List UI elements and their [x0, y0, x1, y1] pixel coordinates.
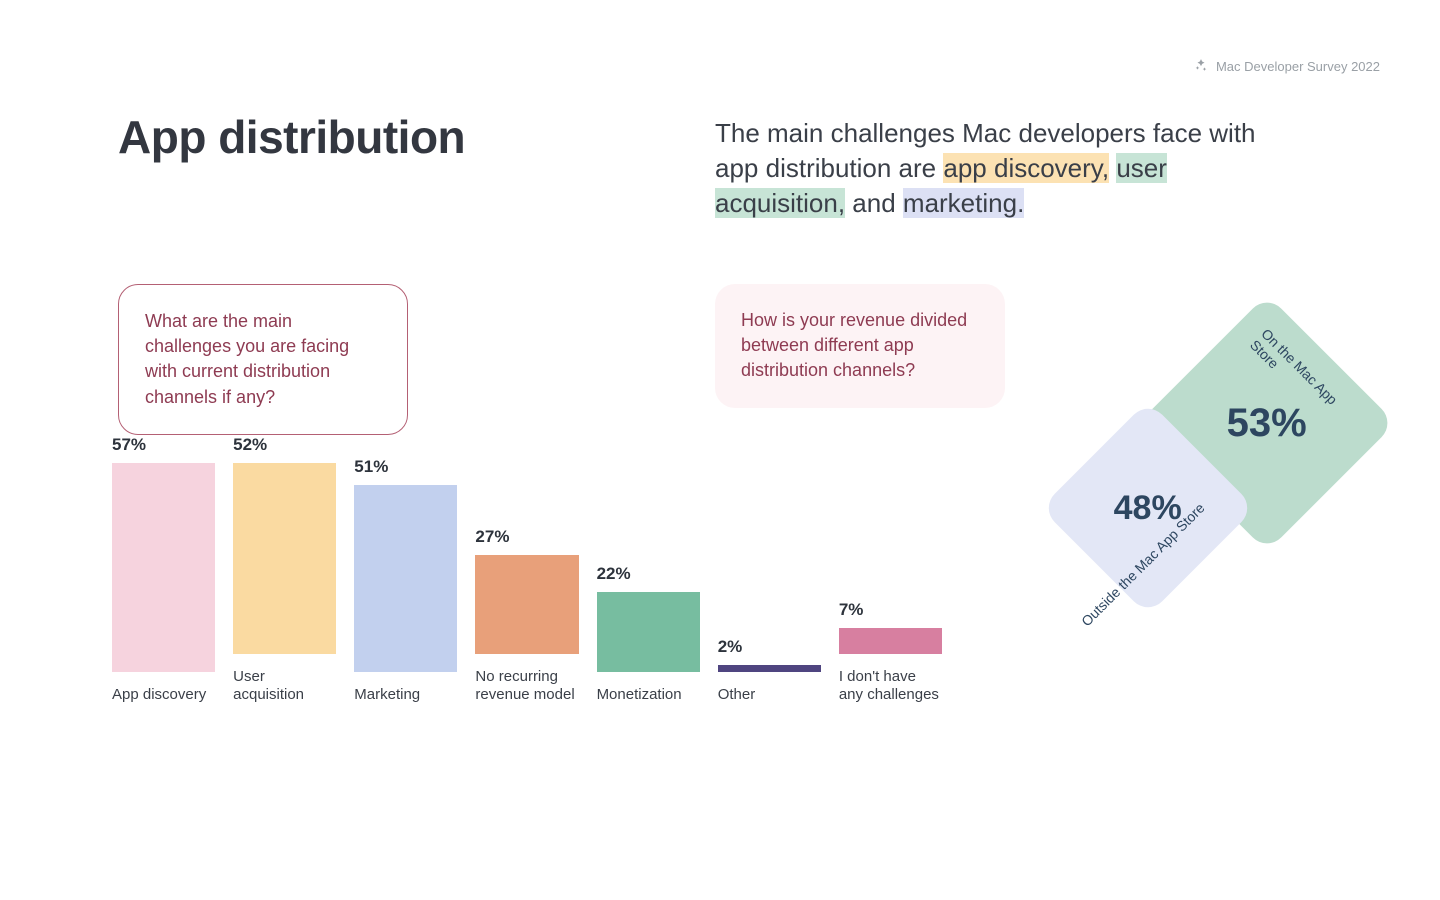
- bar-item: 2% Other: [718, 637, 821, 705]
- diamond-value: 48%: [1114, 489, 1182, 528]
- bar: [112, 463, 215, 672]
- page-title: App distribution: [118, 110, 465, 164]
- bar-category-label: Other: [718, 686, 756, 705]
- bar-item: 57% App discovery: [112, 435, 215, 705]
- bar: [354, 485, 457, 672]
- bar-item: 7% I don't have any challenges: [839, 600, 942, 705]
- bar: [718, 665, 821, 672]
- bar-category-label: I don't have any challenges: [839, 668, 942, 706]
- bar-value-label: 51%: [354, 457, 388, 477]
- summary-highlight: marketing.: [903, 188, 1024, 218]
- bar-item: 27% No recurring revenue model: [475, 527, 578, 706]
- bar-item: 51% Marketing: [354, 457, 457, 705]
- bar-value-label: 2%: [718, 637, 743, 657]
- bar-chart-bars: 57%App discovery52%User acquisition51%Ma…: [112, 455, 942, 705]
- bar-value-label: 27%: [475, 527, 509, 547]
- bar-value-label: 57%: [112, 435, 146, 455]
- bar: [597, 592, 700, 673]
- diamond-value: 53%: [1227, 401, 1307, 446]
- header-icon: [1194, 58, 1208, 75]
- bar-value-label: 52%: [233, 435, 267, 455]
- bar-category-label: No recurring revenue model: [475, 668, 578, 706]
- question-box-challenges: What are the main challenges you are fac…: [118, 284, 408, 435]
- header-note-text: Mac Developer Survey 2022: [1216, 59, 1380, 74]
- bar: [233, 463, 336, 654]
- bar-category-label: App discovery: [112, 686, 206, 705]
- bar-item: 52% User acquisition: [233, 435, 336, 705]
- diamond-infographic: 53%On the Mac App Store48%Outside the Ma…: [940, 290, 1370, 710]
- bar: [839, 628, 942, 654]
- page-root: Mac Developer Survey 2022 App distributi…: [0, 0, 1440, 900]
- bar-value-label: 22%: [597, 564, 631, 584]
- bar-category-label: User acquisition: [233, 668, 336, 706]
- bar-value-label: 7%: [839, 600, 864, 620]
- bar-category-label: Monetization: [597, 686, 682, 705]
- summary-highlight: app discovery,: [943, 153, 1109, 183]
- bar-chart: 57%App discovery52%User acquisition51%Ma…: [112, 455, 942, 765]
- bar-item: 22% Monetization: [597, 564, 700, 705]
- bar: [475, 555, 578, 654]
- bar-category-label: Marketing: [354, 686, 420, 705]
- summary-text: The main challenges Mac developers face …: [715, 116, 1275, 221]
- header-note: Mac Developer Survey 2022: [1194, 58, 1380, 75]
